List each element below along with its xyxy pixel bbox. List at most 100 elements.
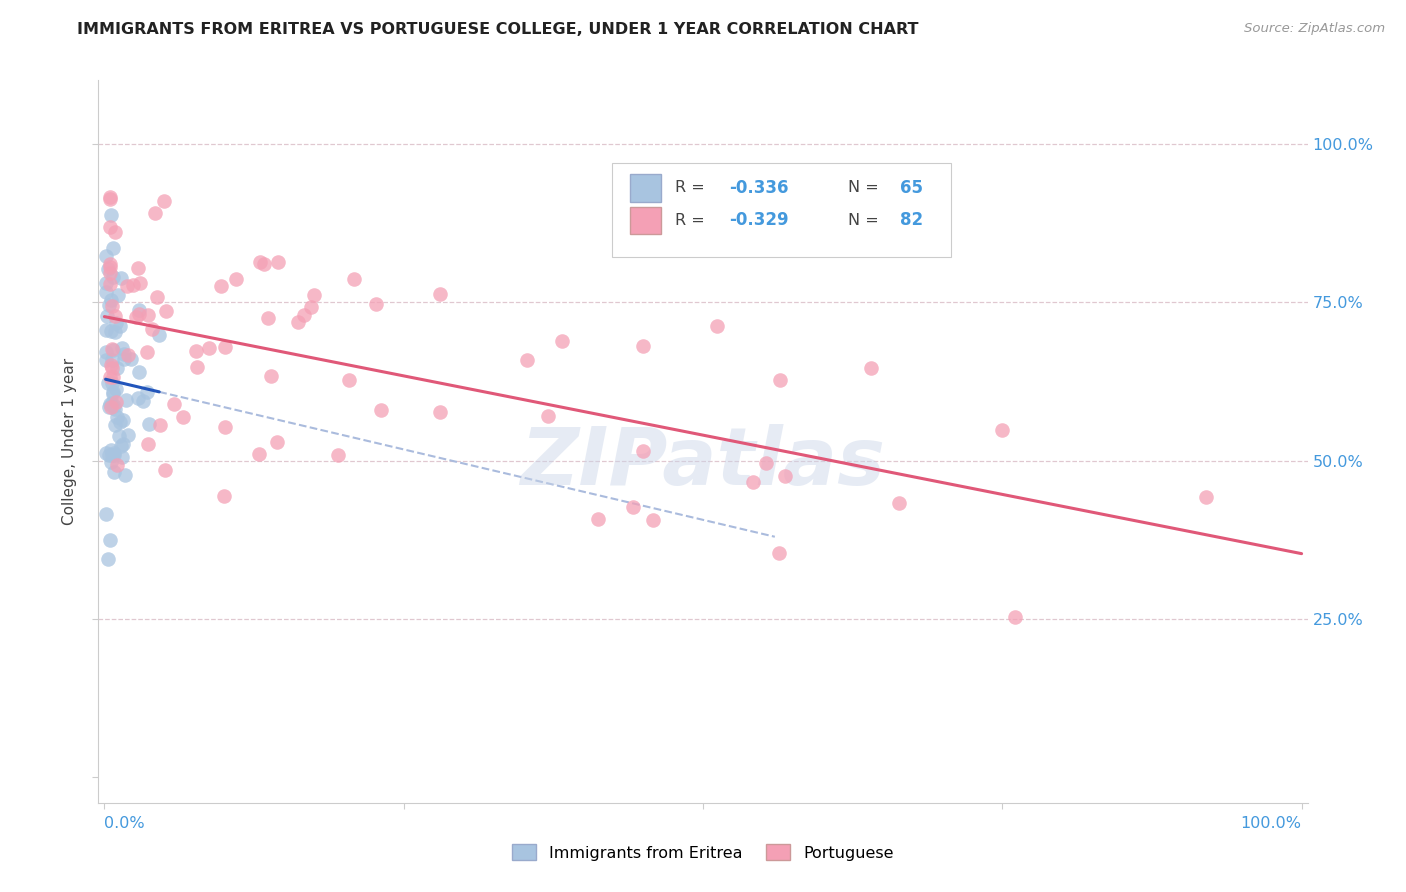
Point xyxy=(633,444,655,458)
Point xyxy=(101,353,124,368)
Point xyxy=(214,340,236,354)
Point xyxy=(198,342,221,356)
Point xyxy=(97,551,120,566)
Point xyxy=(122,278,145,293)
Point xyxy=(104,316,127,330)
Text: 0.0%: 0.0% xyxy=(104,816,145,831)
Point xyxy=(859,360,882,375)
Point xyxy=(103,384,125,399)
Point xyxy=(247,447,270,461)
Point xyxy=(621,500,644,515)
Point xyxy=(100,370,122,384)
Point xyxy=(94,446,117,460)
Point xyxy=(101,241,124,255)
Point xyxy=(141,322,163,336)
Point xyxy=(550,334,572,349)
Point xyxy=(328,448,350,462)
Point xyxy=(292,308,315,322)
Point xyxy=(105,394,128,409)
Point xyxy=(101,376,124,390)
Point xyxy=(105,458,128,473)
Point xyxy=(101,370,124,384)
Point xyxy=(143,206,166,220)
Point xyxy=(100,190,122,204)
Point xyxy=(343,272,366,286)
Point xyxy=(101,387,124,401)
Point xyxy=(97,261,120,276)
Point xyxy=(138,417,160,432)
Point xyxy=(267,254,290,268)
Point xyxy=(266,435,288,450)
Point xyxy=(103,343,125,358)
Point xyxy=(101,396,124,410)
Point xyxy=(103,465,125,479)
Point xyxy=(100,193,122,207)
Point xyxy=(100,401,122,415)
Point xyxy=(115,393,138,408)
Point xyxy=(111,341,134,355)
Point xyxy=(100,219,122,234)
Text: R =: R = xyxy=(675,180,710,195)
Point xyxy=(253,257,276,271)
Point xyxy=(129,276,152,290)
Point xyxy=(299,301,322,315)
Point xyxy=(256,311,278,326)
Text: 82: 82 xyxy=(900,211,924,229)
Point xyxy=(112,351,135,366)
Point xyxy=(429,287,451,301)
Point xyxy=(104,383,127,397)
Point xyxy=(287,315,309,329)
Point xyxy=(115,279,138,293)
Point xyxy=(104,325,127,339)
Point xyxy=(94,285,117,299)
Point xyxy=(163,397,186,411)
Point xyxy=(110,271,132,285)
Point xyxy=(100,358,122,372)
Point xyxy=(94,507,117,521)
Point xyxy=(104,309,127,323)
Point xyxy=(117,428,139,442)
Point xyxy=(991,423,1014,437)
Point xyxy=(98,298,121,312)
Point xyxy=(125,310,148,325)
Point xyxy=(586,512,609,526)
Point xyxy=(101,448,124,462)
Point xyxy=(184,343,207,358)
Point xyxy=(104,402,127,417)
Point xyxy=(755,456,778,470)
Point xyxy=(153,463,176,477)
Point xyxy=(100,208,122,222)
Text: -0.329: -0.329 xyxy=(730,211,789,229)
Point xyxy=(887,496,910,510)
Point xyxy=(148,328,170,343)
Point xyxy=(117,348,139,362)
Point xyxy=(120,351,142,366)
Point xyxy=(103,399,125,413)
Text: N =: N = xyxy=(848,180,884,195)
Point xyxy=(110,439,132,453)
Point xyxy=(94,277,117,291)
Point xyxy=(1195,490,1218,504)
Point xyxy=(302,288,325,302)
Point xyxy=(101,360,124,375)
Text: R =: R = xyxy=(675,213,710,228)
FancyBboxPatch shape xyxy=(630,174,661,202)
Point xyxy=(96,309,118,323)
Point xyxy=(631,338,654,352)
Point xyxy=(107,288,129,302)
Point xyxy=(110,450,132,465)
Point xyxy=(1004,609,1026,624)
Point xyxy=(149,417,172,432)
Point xyxy=(370,402,392,417)
Text: 100.0%: 100.0% xyxy=(1240,816,1302,831)
Point xyxy=(110,415,132,429)
Point xyxy=(94,249,117,263)
Point xyxy=(111,436,134,450)
Point xyxy=(97,376,120,390)
Point xyxy=(337,373,360,387)
Text: N =: N = xyxy=(848,213,884,228)
Point xyxy=(111,413,134,427)
Point xyxy=(98,533,121,547)
Text: Source: ZipAtlas.com: Source: ZipAtlas.com xyxy=(1244,22,1385,36)
Point xyxy=(641,513,664,527)
